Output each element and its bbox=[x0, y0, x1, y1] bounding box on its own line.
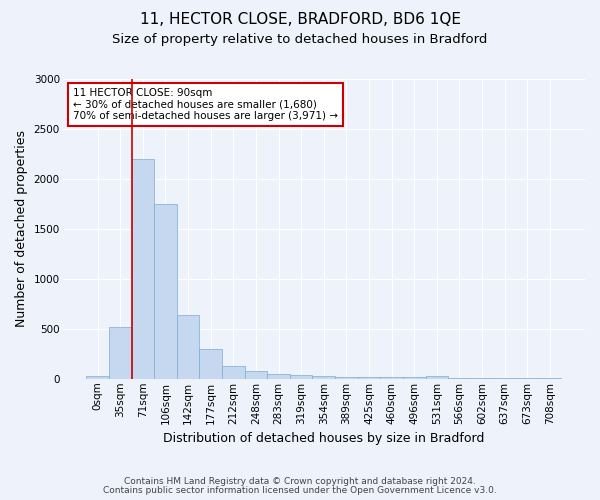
Bar bbox=[267, 374, 290, 379]
Bar bbox=[290, 375, 313, 379]
Bar bbox=[425, 376, 448, 379]
Bar bbox=[516, 378, 539, 379]
Text: Contains HM Land Registry data © Crown copyright and database right 2024.: Contains HM Land Registry data © Crown c… bbox=[124, 477, 476, 486]
Bar bbox=[471, 378, 493, 379]
Bar bbox=[222, 366, 245, 379]
Bar bbox=[539, 378, 561, 379]
Bar bbox=[448, 378, 471, 379]
Bar bbox=[403, 378, 425, 379]
Text: 11 HECTOR CLOSE: 90sqm
← 30% of detached houses are smaller (1,680)
70% of semi-: 11 HECTOR CLOSE: 90sqm ← 30% of detached… bbox=[73, 88, 338, 121]
Bar bbox=[86, 376, 109, 379]
X-axis label: Distribution of detached houses by size in Bradford: Distribution of detached houses by size … bbox=[163, 432, 484, 445]
Bar bbox=[313, 376, 335, 379]
Bar bbox=[131, 159, 154, 379]
Bar bbox=[380, 378, 403, 379]
Bar bbox=[154, 204, 177, 379]
Bar bbox=[245, 372, 267, 379]
Bar bbox=[335, 377, 358, 379]
Text: Contains public sector information licensed under the Open Government Licence v3: Contains public sector information licen… bbox=[103, 486, 497, 495]
Y-axis label: Number of detached properties: Number of detached properties bbox=[15, 130, 28, 328]
Bar bbox=[199, 349, 222, 379]
Text: 11, HECTOR CLOSE, BRADFORD, BD6 1QE: 11, HECTOR CLOSE, BRADFORD, BD6 1QE bbox=[139, 12, 461, 28]
Bar bbox=[358, 377, 380, 379]
Text: Size of property relative to detached houses in Bradford: Size of property relative to detached ho… bbox=[112, 32, 488, 46]
Bar bbox=[109, 327, 131, 379]
Bar bbox=[493, 378, 516, 379]
Bar bbox=[177, 315, 199, 379]
